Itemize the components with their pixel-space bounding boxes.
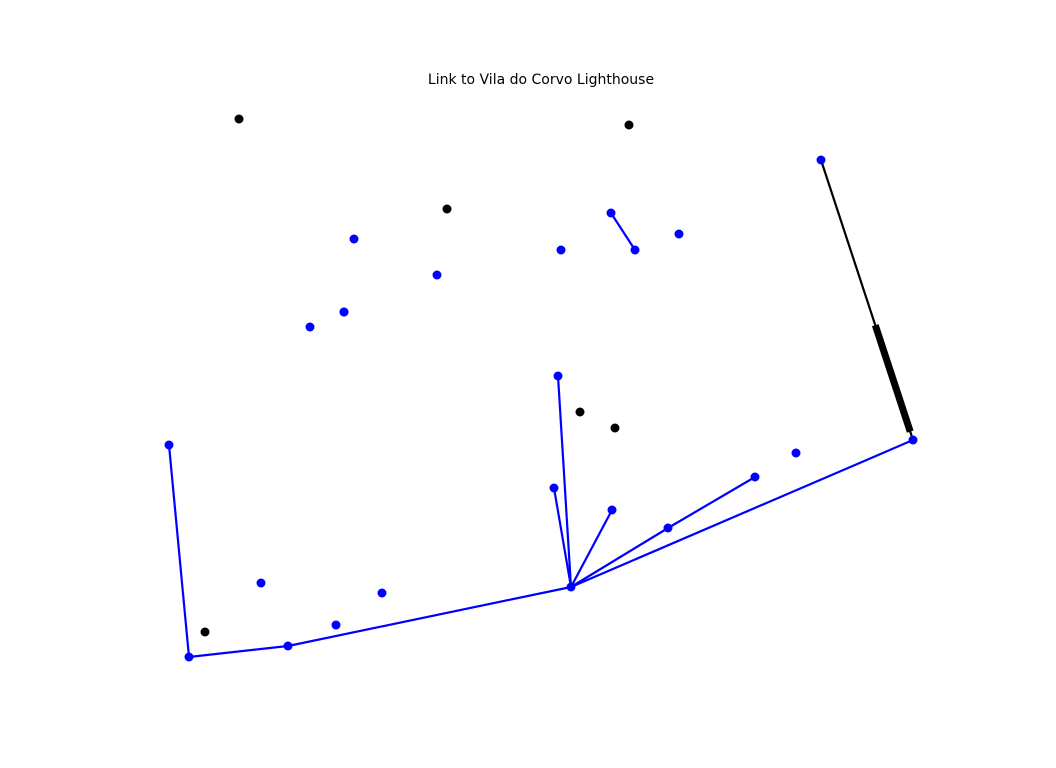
edges-layer — [167, 159, 915, 659]
blue-node — [377, 588, 387, 598]
network-edge — [552, 487, 573, 588]
network-edge — [570, 527, 669, 588]
network-edge — [610, 212, 636, 251]
blue-node — [908, 435, 918, 445]
network-edge — [570, 438, 914, 589]
nodes-layer — [164, 114, 918, 662]
black-node — [624, 120, 634, 130]
blue-node — [184, 652, 194, 662]
blue-node — [331, 620, 341, 630]
black-node — [442, 204, 452, 214]
black-node — [234, 114, 244, 124]
diagram-title: Link to Vila do Corvo Lighthouse — [428, 72, 654, 88]
blue-node — [750, 472, 760, 482]
network-edge — [570, 509, 613, 588]
network-edge — [667, 476, 756, 529]
blue-node — [663, 523, 673, 533]
blue-node — [791, 448, 801, 458]
blue-node — [607, 505, 617, 515]
highlight-link-bold-segment — [871, 324, 914, 433]
blue-node — [630, 245, 640, 255]
network-edge — [167, 444, 191, 658]
blue-node — [432, 270, 442, 280]
blue-node — [606, 208, 616, 218]
blue-node — [339, 307, 349, 317]
blue-node — [816, 155, 826, 165]
blue-node — [349, 234, 359, 244]
blue-node — [305, 322, 315, 332]
network-edge — [556, 375, 573, 588]
blue-node — [549, 483, 559, 493]
black-node — [610, 423, 620, 433]
black-node — [200, 627, 210, 637]
blue-node — [256, 578, 266, 588]
blue-node — [553, 371, 563, 381]
network-edge — [287, 585, 572, 648]
network-edge — [188, 644, 289, 659]
blue-node — [283, 641, 293, 651]
blue-node — [674, 229, 684, 239]
blue-node — [556, 245, 566, 255]
blue-node — [164, 440, 174, 450]
blue-node — [566, 582, 576, 592]
black-node — [575, 407, 585, 417]
